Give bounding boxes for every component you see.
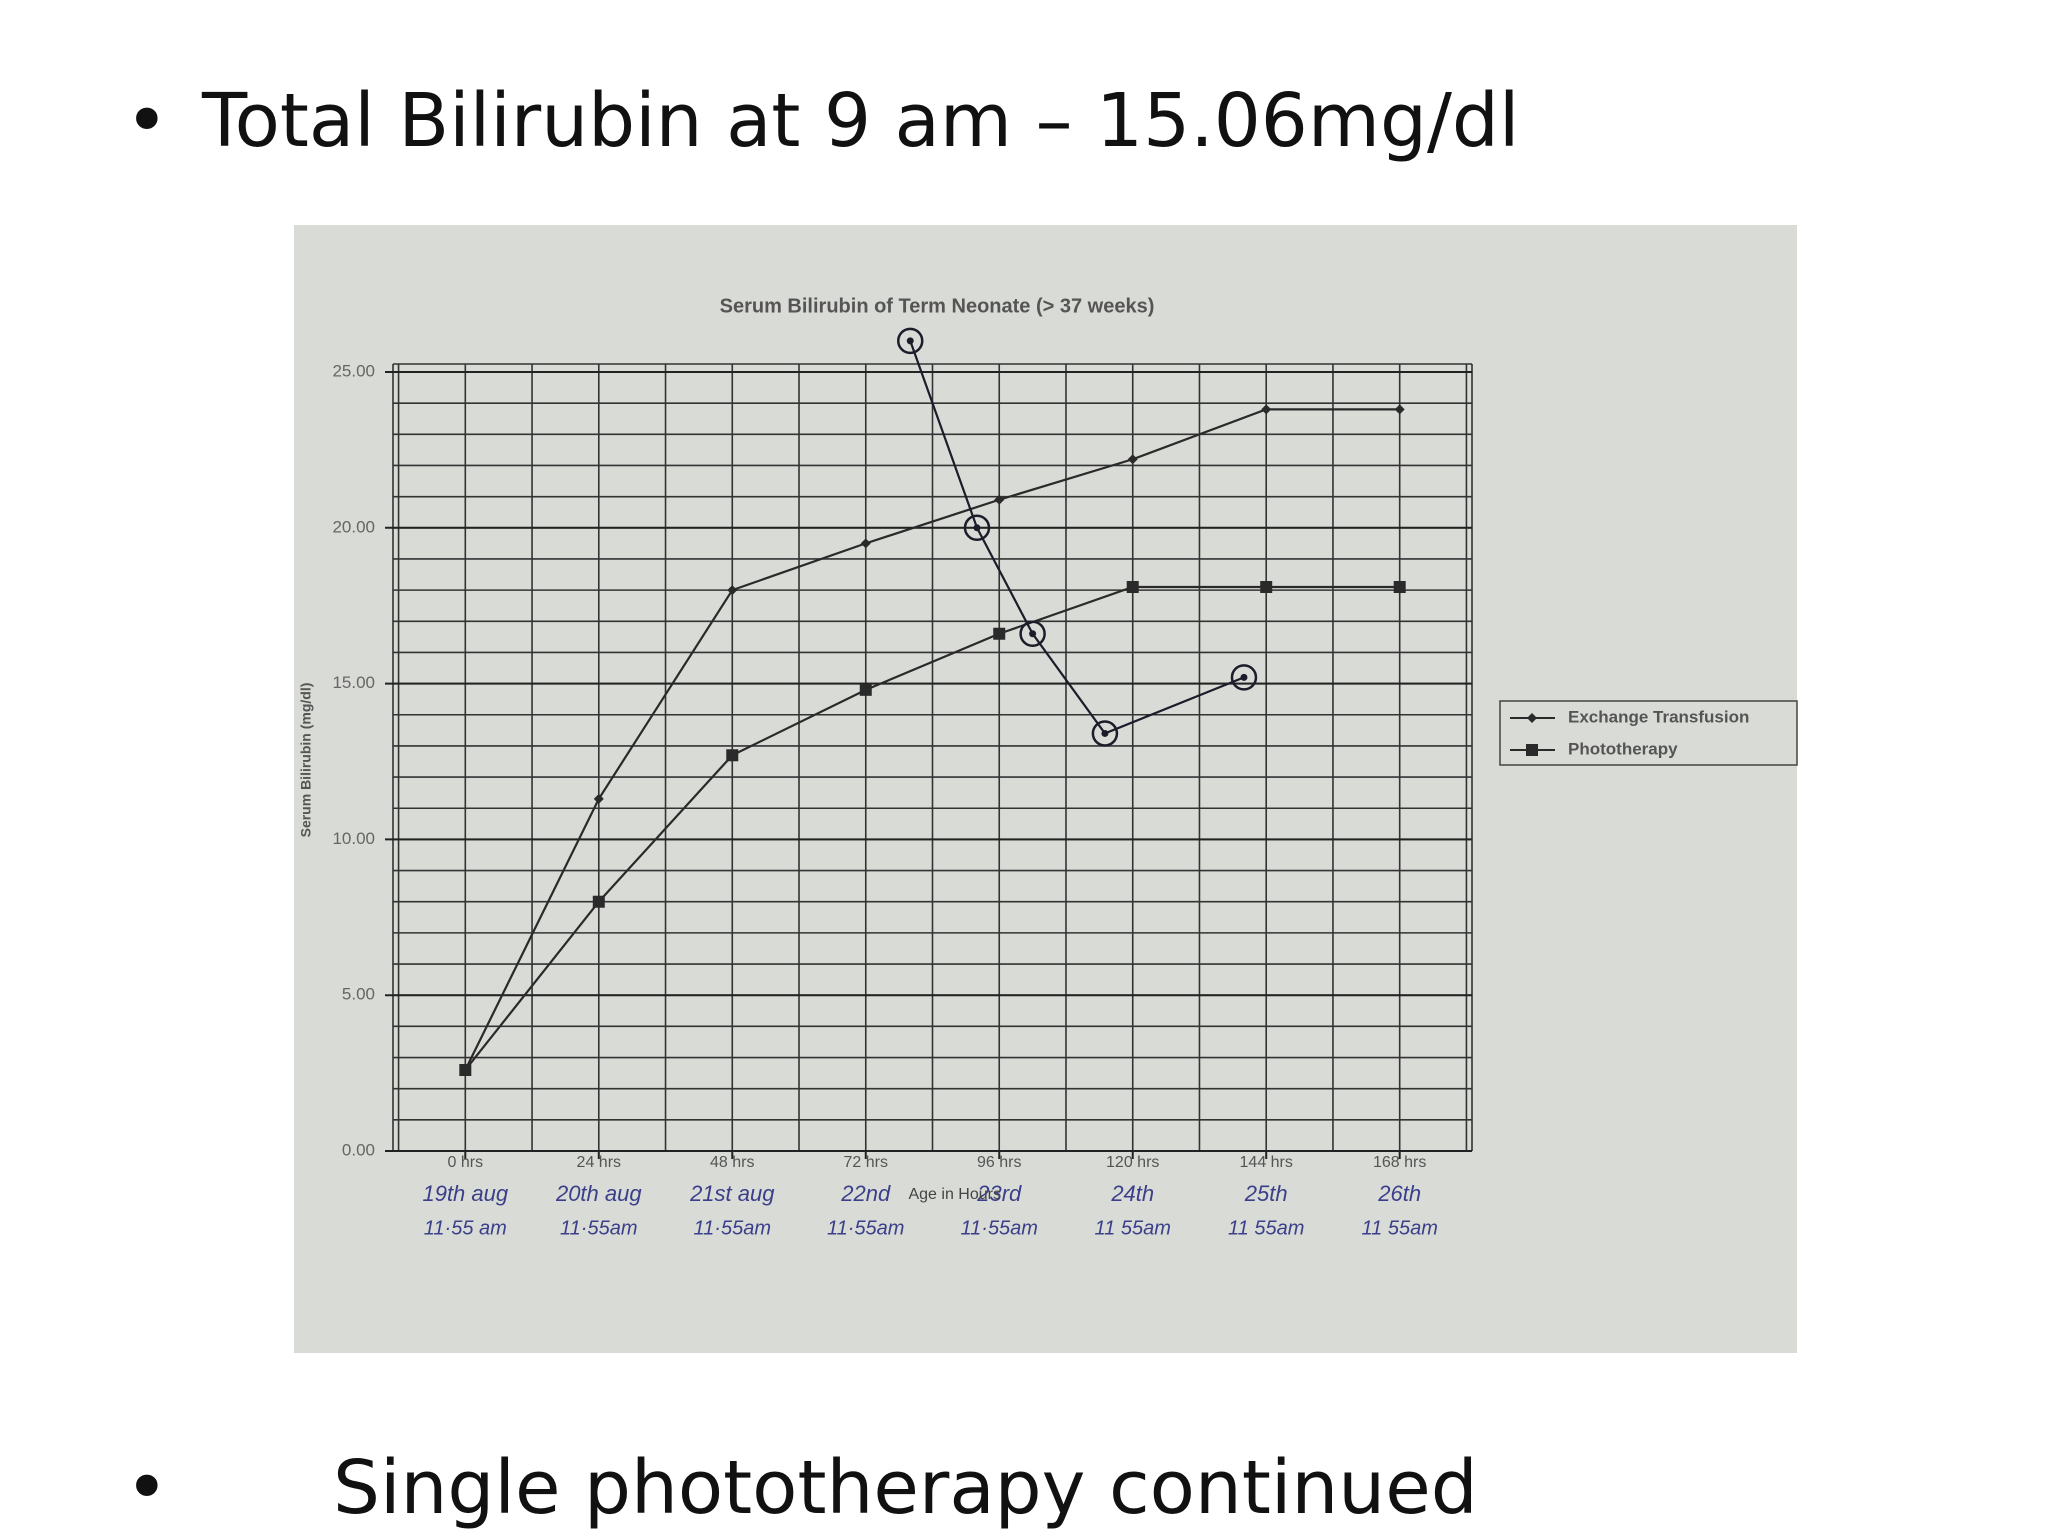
handwritten-date: 19th aug: [422, 1181, 508, 1206]
series-line: [464, 585, 1400, 1071]
y-tick-label: 0.00: [342, 1140, 375, 1159]
data-point: [1127, 454, 1138, 465]
data-point: [897, 327, 924, 355]
data-point: [593, 793, 604, 804]
data-point: [993, 627, 1006, 640]
data-point: [859, 683, 872, 696]
data-point: [963, 514, 991, 542]
data-point: [1393, 581, 1406, 594]
y-tick-label: 5.00: [342, 985, 375, 1004]
handwritten-time: 11·55am: [694, 1217, 771, 1239]
x-tick-label: 96 hrs: [977, 1154, 1021, 1171]
x-tick-label: 168 hrs: [1373, 1154, 1426, 1171]
handwritten-time: 11·55am: [961, 1217, 1038, 1239]
y-tick-label: 20.00: [332, 517, 375, 536]
bullet-dot: •: [125, 78, 169, 164]
handwritten-time: 11·55 am: [424, 1217, 507, 1239]
bullet-dot: •: [125, 1445, 169, 1531]
legend-box: [1499, 700, 1798, 766]
legend-label: Exchange Transfusion: [1568, 707, 1749, 726]
handwritten-date: 25th: [1244, 1181, 1288, 1206]
legend-marker: [1527, 713, 1537, 723]
x-tick-label: 72 hrs: [844, 1154, 888, 1171]
data-point: [459, 1063, 472, 1076]
legend-marker: [1526, 744, 1538, 756]
data-point-dot: [906, 337, 914, 345]
handwritten-time: 11 55am: [1362, 1217, 1438, 1239]
legend-label: Phototherapy: [1568, 739, 1678, 758]
data-point: [727, 585, 738, 596]
handwritten-date: 24th: [1110, 1181, 1154, 1206]
handwritten-time: 11·55am: [827, 1217, 904, 1239]
data-point-dot: [1101, 729, 1109, 737]
data-point: [1230, 664, 1258, 691]
data-point-dot: [1029, 630, 1037, 638]
handwritten-date: 26th: [1377, 1181, 1421, 1206]
chart-title: Serum Bilirubin of Term Neonate (> 37 we…: [720, 295, 1155, 317]
data-point: [1394, 404, 1405, 415]
data-point: [1261, 404, 1272, 415]
data-point: [1126, 581, 1139, 594]
series-line: [464, 408, 1400, 1071]
x-tick-label: 24 hrs: [577, 1154, 621, 1171]
x-axis-label: Age in Hours: [908, 1186, 1001, 1203]
handwritten-time: 11 55am: [1095, 1217, 1171, 1239]
y-tick-label: 10.00: [332, 829, 375, 848]
data-point: [726, 749, 739, 762]
data-point: [994, 494, 1005, 505]
handwritten-date: 20th aug: [555, 1181, 642, 1206]
y-tick-label: 25.00: [332, 361, 375, 380]
y-axis-label: Serum Bilirubin (mg/dl): [298, 683, 314, 838]
bullet-text: Single phototherapy continued: [333, 1445, 1478, 1531]
x-tick-label: 48 hrs: [710, 1154, 754, 1171]
data-point-dot: [973, 524, 981, 532]
y-tick-label: 15.00: [332, 673, 375, 692]
handwritten-date: 22nd: [840, 1181, 891, 1206]
data-point: [1091, 720, 1119, 747]
x-tick-label: 120 hrs: [1106, 1154, 1159, 1171]
data-point: [1260, 581, 1273, 594]
handwritten-time: 11·55am: [560, 1217, 637, 1239]
data-point: [1019, 620, 1046, 647]
photo-background: [294, 225, 1797, 1353]
data-point: [860, 538, 871, 549]
data-point: [592, 895, 605, 908]
data-point-dot: [1240, 673, 1248, 681]
handwritten-date: 21st aug: [689, 1181, 775, 1206]
x-tick-label: 0 hrs: [448, 1154, 484, 1171]
handwritten-time: 11 55am: [1228, 1217, 1304, 1239]
x-tick-label: 144 hrs: [1240, 1154, 1293, 1171]
handwritten-date: 23rd: [976, 1181, 1022, 1206]
bullet-text: Total Bilirubin at 9 am – 15.06mg/dl: [202, 78, 1520, 164]
